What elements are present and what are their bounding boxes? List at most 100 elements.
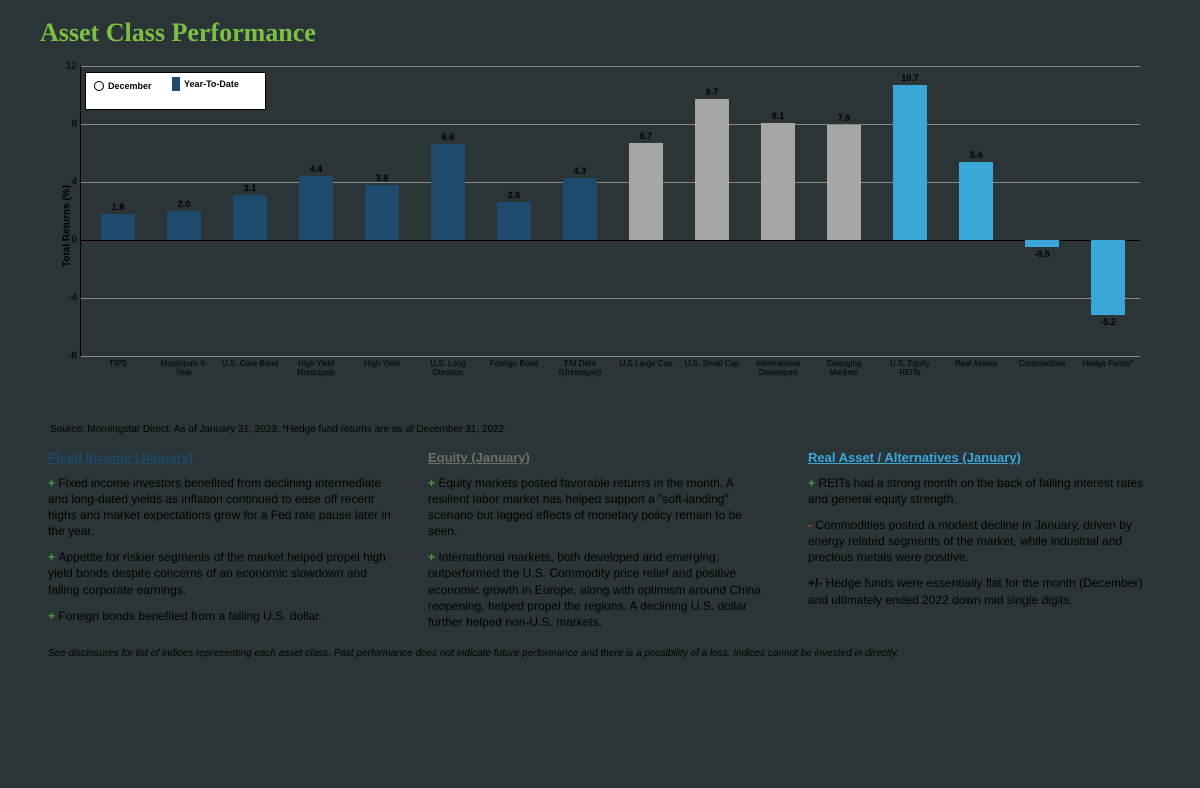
category-label: High Yield xyxy=(352,360,412,369)
plot-area: December Year-To-Date -8-4048121.8TIPS2.… xyxy=(80,66,1140,356)
bar xyxy=(1091,240,1125,315)
category-label: Emerging Markets xyxy=(814,360,874,378)
bar-icon xyxy=(172,77,180,91)
bullet-symbol: + xyxy=(808,476,818,490)
bar xyxy=(167,211,201,240)
bar xyxy=(629,143,663,240)
y-tick: 4 xyxy=(59,177,77,188)
bullet-text: Fixed income investors benefited from de… xyxy=(48,476,391,539)
bullet: + Foreign bonds benefited from a falling… xyxy=(48,608,392,624)
bullet-symbol: + xyxy=(48,550,58,564)
bar-slot: 7.9Emerging Markets xyxy=(811,66,877,356)
category-label: High Yield Municipals xyxy=(286,360,346,378)
bar-value-label: 8.1 xyxy=(772,111,785,121)
bullet-text: Equity markets posted favorable returns … xyxy=(428,476,742,539)
bar-slot: 9.7U.S. Small Cap xyxy=(679,66,745,356)
bar-value-label: 9.7 xyxy=(706,87,719,97)
bar-value-label: 3.1 xyxy=(244,183,257,193)
commentary-column: Fixed Income (January) + Fixed income inv… xyxy=(48,449,392,640)
column-title: Real Asset / Alternatives (January) xyxy=(808,449,1152,467)
disclaimer: See disclosures for list of indices repr… xyxy=(40,648,1160,661)
bar-value-label: -5.2 xyxy=(1100,317,1116,327)
category-label: Real Assets xyxy=(946,360,1006,369)
bar-slot: 6.7U.S Large Cap xyxy=(613,66,679,356)
bar xyxy=(497,202,531,240)
chart-legend: December Year-To-Date xyxy=(85,72,266,110)
bar-slot: 10.7U.S. Equity REITs xyxy=(877,66,943,356)
column-title: Fixed Income (January) xyxy=(48,449,392,467)
slide: Asset Class Performance Total Returns (%… xyxy=(0,0,1200,671)
bullet-text: International markets, both developed an… xyxy=(428,550,761,629)
bullet: + International markets, both developed … xyxy=(428,549,772,630)
page-title: Asset Class Performance xyxy=(40,18,1160,48)
bar-slot: 6.6U.S. Long Duration xyxy=(415,66,481,356)
bar-value-label: -0.5 xyxy=(1034,249,1050,259)
bullet-symbol: + xyxy=(428,550,438,564)
bar xyxy=(431,144,465,240)
bullet-symbol: + xyxy=(428,476,438,490)
commentary-column: Equity (January) + Equity markets posted … xyxy=(428,449,772,640)
bar-value-label: 6.7 xyxy=(640,131,653,141)
asset-class-chart: Total Returns (%) December Year-To-Date … xyxy=(50,56,1150,396)
category-label: Hedge Funds* xyxy=(1078,360,1138,369)
bar xyxy=(893,85,927,240)
category-label: International Developed xyxy=(748,360,808,378)
legend-label: Year-To-Date xyxy=(184,79,239,89)
bar-slot: 3.8High Yield xyxy=(349,66,415,356)
bar xyxy=(233,195,267,240)
commentary-column: Real Asset / Alternatives (January) + REI… xyxy=(808,449,1152,640)
bullet-text: Hedge funds were essentially flat for th… xyxy=(808,576,1143,606)
bullet: + Appetite for riskier segments of the m… xyxy=(48,549,392,598)
y-tick: -4 xyxy=(59,293,77,304)
category-label: Commodities xyxy=(1012,360,1072,369)
bar-value-label: 1.8 xyxy=(112,202,125,212)
bar xyxy=(1025,240,1059,247)
bullet-symbol: + xyxy=(48,476,58,490)
bar-value-label: 6.6 xyxy=(442,132,455,142)
bar-value-label: 4.4 xyxy=(310,164,323,174)
category-label: Municipals 5-Year xyxy=(154,360,214,378)
bar-slot: 5.4Real Assets xyxy=(943,66,1009,356)
bar-value-label: 4.3 xyxy=(574,166,587,176)
bar xyxy=(959,162,993,240)
y-tick: 12 xyxy=(59,61,77,72)
bar xyxy=(299,176,333,240)
bar-slot: 8.1International Developed xyxy=(745,66,811,356)
bar-value-label: 10.7 xyxy=(901,73,919,83)
bar-slot: 2.6Foreign Bond xyxy=(481,66,547,356)
legend-label: December xyxy=(108,81,152,91)
bullet-symbol: +/- xyxy=(808,576,826,590)
legend-december: December xyxy=(94,81,152,91)
bar-value-label: 3.8 xyxy=(376,173,389,183)
bullet-text: Foreign bonds benefited from a falling U… xyxy=(58,609,321,623)
bullet-text: Appetite for riskier segments of the mar… xyxy=(48,550,386,596)
category-label: EM Debt (Unhedged) xyxy=(550,360,610,378)
category-label: TIPS xyxy=(88,360,148,369)
bar-slot: 4.4High Yield Municipals xyxy=(283,66,349,356)
category-label: U.S Large Cap xyxy=(616,360,676,369)
bar xyxy=(563,178,597,240)
category-label: U.S. Long Duration xyxy=(418,360,478,378)
bar xyxy=(695,99,729,240)
column-title: Equity (January) xyxy=(428,449,772,467)
bar-value-label: 2.6 xyxy=(508,190,521,200)
commentary-row: Fixed Income (January) + Fixed income inv… xyxy=(40,449,1160,640)
bar xyxy=(827,125,861,240)
gridline xyxy=(81,356,1140,357)
bullet-symbol: + xyxy=(48,609,58,623)
bullet-text: REITs had a strong month on the back of … xyxy=(808,476,1143,506)
y-axis-label: Total Returns (%) xyxy=(62,185,73,267)
bar-slot: -0.5Commodities xyxy=(1009,66,1075,356)
chart-source: Source: Morningstar Direct. As of Januar… xyxy=(50,424,1160,435)
category-label: Foreign Bond xyxy=(484,360,544,369)
bullet: + REITs had a strong month on the back o… xyxy=(808,475,1152,507)
bullet-text: Commodities posted a modest decline in J… xyxy=(808,518,1132,564)
bar-slot: 4.3EM Debt (Unhedged) xyxy=(547,66,613,356)
bar-value-label: 2.0 xyxy=(178,199,191,209)
bar xyxy=(365,185,399,240)
bar xyxy=(761,123,795,240)
bar-slot: -5.2Hedge Funds* xyxy=(1075,66,1141,356)
y-tick: -8 xyxy=(59,351,77,362)
category-label: U.S. Equity REITs xyxy=(880,360,940,378)
bullet: + Equity markets posted favorable return… xyxy=(428,475,772,540)
